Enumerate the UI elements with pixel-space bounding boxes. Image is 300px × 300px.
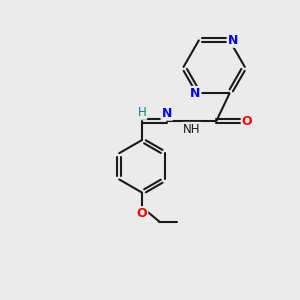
Text: NH: NH (183, 123, 200, 136)
Text: N: N (190, 87, 200, 100)
Text: N: N (162, 107, 172, 120)
Text: O: O (137, 207, 147, 220)
Text: O: O (242, 115, 252, 128)
Text: N: N (228, 34, 238, 47)
Text: H: H (138, 106, 146, 119)
